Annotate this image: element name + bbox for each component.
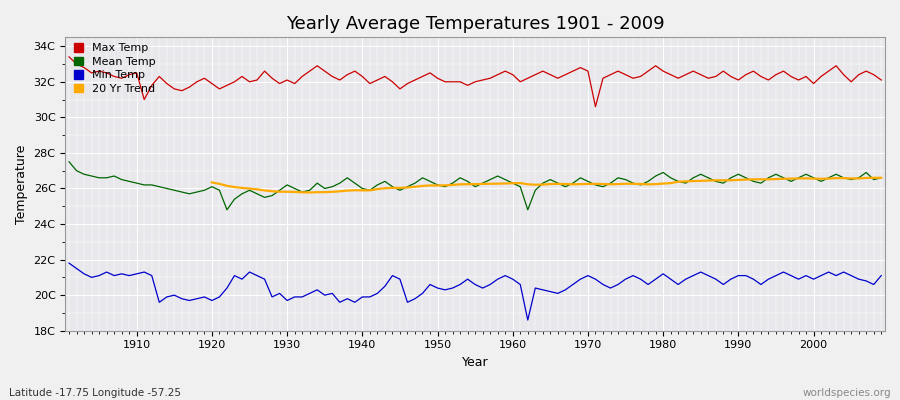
Title: Yearly Average Temperatures 1901 - 2009: Yearly Average Temperatures 1901 - 2009 xyxy=(286,15,664,33)
Y-axis label: Temperature: Temperature xyxy=(15,144,28,224)
Text: Latitude -17.75 Longitude -57.25: Latitude -17.75 Longitude -57.25 xyxy=(9,388,181,398)
X-axis label: Year: Year xyxy=(462,356,489,369)
Text: worldspecies.org: worldspecies.org xyxy=(803,388,891,398)
Legend: Max Temp, Mean Temp, Min Temp, 20 Yr Trend: Max Temp, Mean Temp, Min Temp, 20 Yr Tre… xyxy=(69,39,159,98)
